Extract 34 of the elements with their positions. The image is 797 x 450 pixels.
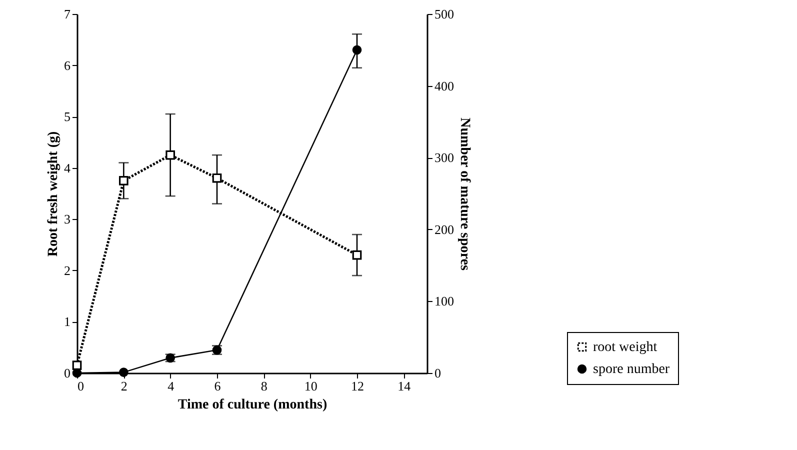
y-tick-label: 6 [64,58,71,73]
y2-tick-label: 100 [434,294,454,309]
x-tick-label: 12 [351,378,364,394]
y2-tick-label: 400 [434,78,454,94]
y-tick-label: 2 [64,262,70,278]
x-tick-label: 2 [120,378,128,394]
y-tick-label: 4 [64,160,71,176]
x-tick-label: 8 [260,378,268,394]
x-axis-title: Time of culture (months) [178,398,328,412]
point [118,176,128,186]
y-tick-label: 5 [64,109,70,124]
point [166,150,176,160]
y2-tick-label: 300 [434,150,454,166]
x-tick-label: 14 [398,378,412,394]
point [72,360,82,370]
y-tick-label: 7 [64,6,71,22]
point [212,173,222,183]
x-tick-label: 6 [214,378,222,394]
point [118,368,128,377]
x-tick-label: 4 [168,378,175,394]
x-tick-label: 0 [78,378,84,394]
x-tick-label: 10 [304,378,318,394]
y-tick-label: 1 [64,314,70,330]
point [352,45,362,55]
y-tick-label: 0 [64,366,70,380]
y2-tick-label: 0 [434,366,441,380]
y2-tick-label: 200 [434,222,454,237]
y2-axis-title: Number of mature spores [457,118,472,271]
y-axis-title: Root fresh weight (g) [46,131,61,257]
legend-label: spore number [593,362,670,377]
y-tick-label: 3 [64,212,70,227]
y2-tick-label: 500 [434,6,454,22]
legend-label: root weight [593,340,658,355]
point [352,250,362,260]
